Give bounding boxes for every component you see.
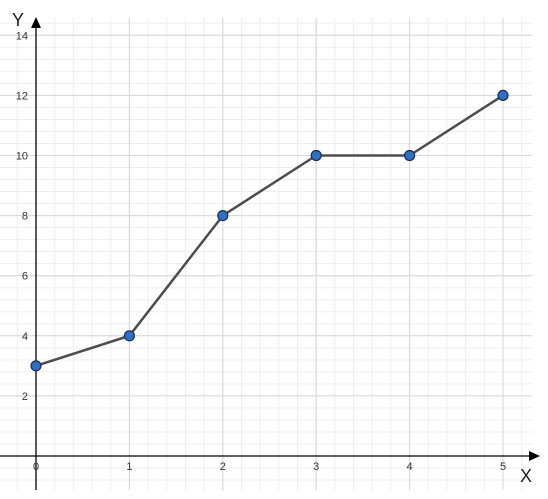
major-grid xyxy=(0,18,532,490)
y-tick-label: 12 xyxy=(16,90,28,102)
x-axis-arrow xyxy=(529,451,540,461)
y-axis-label: Y xyxy=(12,10,24,30)
x-tick-label: 1 xyxy=(126,461,132,473)
data-point xyxy=(404,149,416,162)
x-tick-label: 4 xyxy=(407,461,413,473)
data-point xyxy=(310,149,322,162)
data-point xyxy=(217,210,229,222)
y-tick-label: 10 xyxy=(16,151,28,163)
series-layer xyxy=(30,89,509,372)
data-point xyxy=(497,89,509,102)
axes xyxy=(0,17,540,490)
x-tick-label: 2 xyxy=(220,461,226,473)
x-tick-label: 0 xyxy=(33,461,39,473)
x-axis-label: X xyxy=(520,466,532,486)
y-tick-label: 2 xyxy=(22,391,28,403)
y-tick-label: 6 xyxy=(22,271,28,283)
x-tick-label: 3 xyxy=(313,461,319,473)
minor-grid xyxy=(0,18,532,490)
data-point xyxy=(30,360,42,372)
y-axis-arrow xyxy=(31,17,41,28)
data-point xyxy=(123,330,135,342)
series-line xyxy=(35,94,504,368)
y-tick-label: 4 xyxy=(22,331,28,343)
x-tick-label: 5 xyxy=(500,461,506,473)
y-tick-label: 8 xyxy=(22,211,28,223)
y-tick-label: 14 xyxy=(16,30,28,42)
